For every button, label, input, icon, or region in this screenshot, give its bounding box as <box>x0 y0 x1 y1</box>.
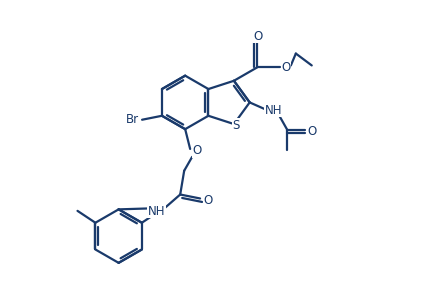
Text: NH: NH <box>148 205 165 218</box>
Text: O: O <box>192 144 202 158</box>
Text: S: S <box>232 118 240 131</box>
Text: Br: Br <box>126 113 139 126</box>
Text: O: O <box>254 30 263 43</box>
Text: O: O <box>204 194 213 207</box>
Text: NH: NH <box>265 104 282 117</box>
Text: O: O <box>308 125 317 138</box>
Text: O: O <box>281 61 290 74</box>
